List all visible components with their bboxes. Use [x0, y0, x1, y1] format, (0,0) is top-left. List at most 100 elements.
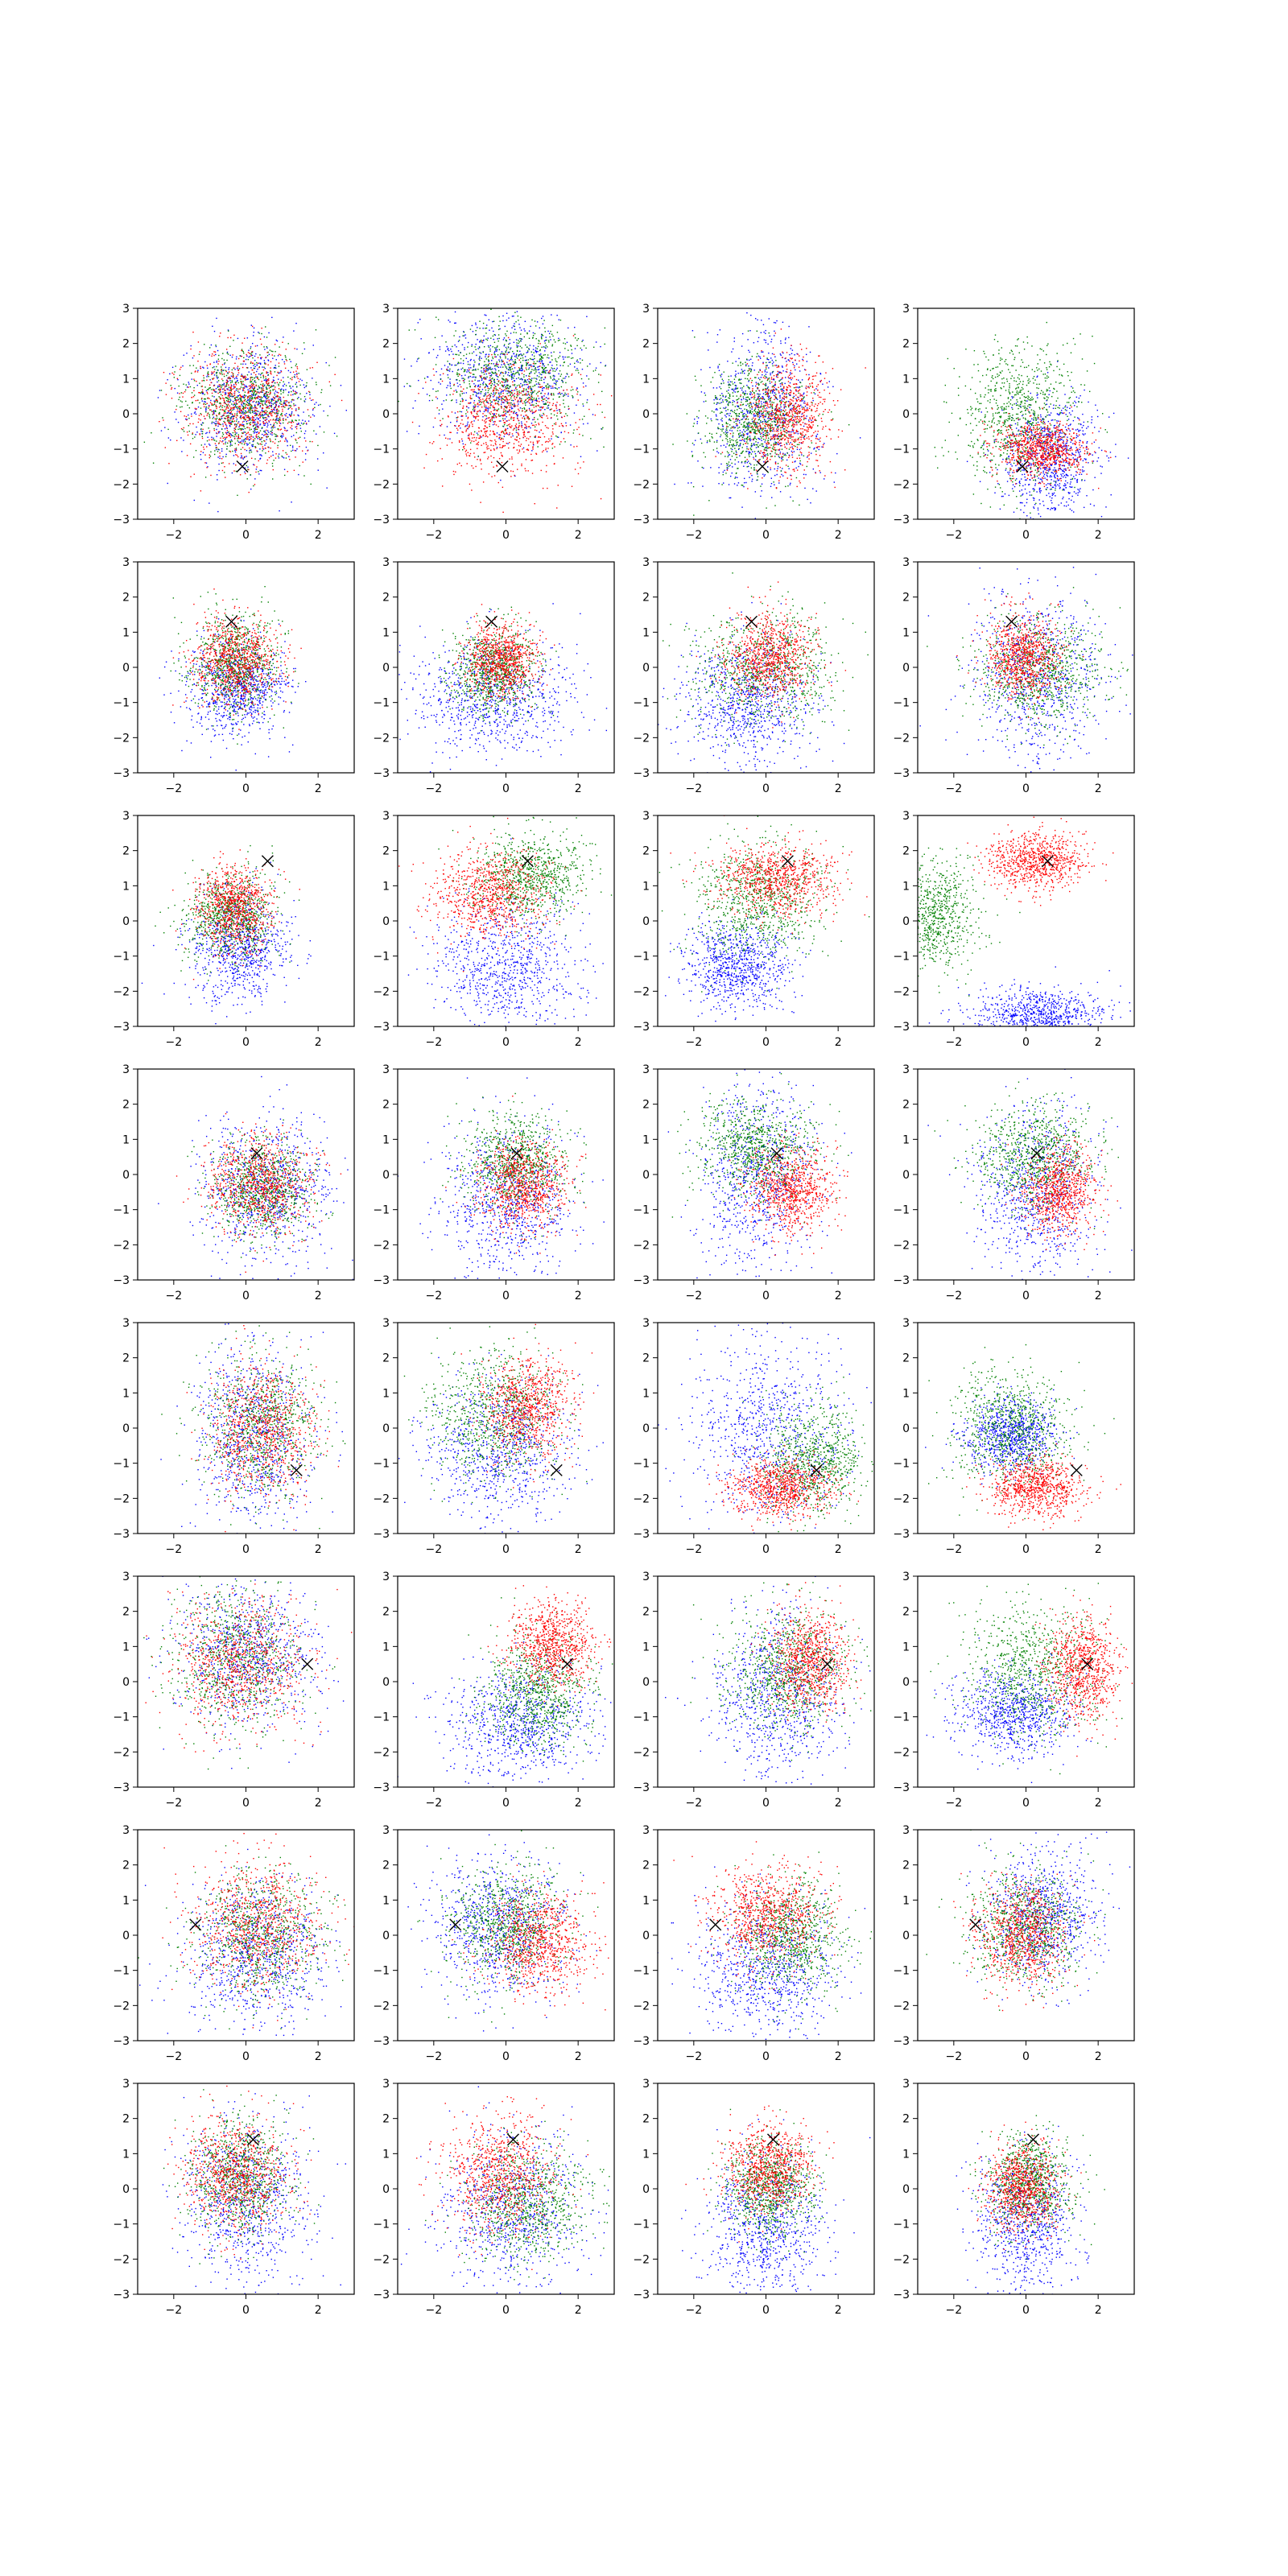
- scatter-point: [530, 387, 531, 388]
- scatter-point: [526, 421, 527, 422]
- scatter-point: [232, 396, 233, 397]
- scatter-point: [514, 439, 515, 440]
- scatter-point: [212, 373, 213, 374]
- scatter-point: [224, 398, 225, 399]
- scatter-point: [473, 377, 474, 378]
- scatter-point: [234, 400, 235, 401]
- scatter-point: [262, 375, 263, 376]
- scatter-point: [280, 390, 281, 391]
- scatter-point: [483, 369, 484, 370]
- scatter-point: [248, 410, 249, 411]
- scatter-point: [519, 338, 520, 339]
- scatter-point: [278, 400, 279, 401]
- scatter-point: [804, 401, 805, 402]
- scatter-point: [530, 390, 531, 391]
- scatter-point: [235, 404, 236, 405]
- scatter-point: [486, 365, 487, 366]
- scatter-point: [471, 411, 472, 412]
- scatter-point: [267, 424, 268, 425]
- scatter-point: [273, 397, 274, 398]
- scatter-point: [224, 364, 225, 365]
- scatter-point: [766, 444, 767, 445]
- scatter-point: [296, 432, 297, 433]
- scatter-point: [287, 377, 288, 378]
- scatter-point: [550, 339, 551, 340]
- scatter-point: [222, 364, 223, 365]
- scatter-point: [292, 394, 293, 395]
- scatter-point: [525, 356, 526, 357]
- scatter-point: [242, 381, 243, 382]
- scatter-point: [278, 384, 279, 385]
- scatter-point: [504, 422, 505, 423]
- y-tick-label: 2: [122, 338, 130, 351]
- scatter-point: [266, 414, 267, 415]
- scatter-point: [487, 448, 488, 449]
- scatter-point: [162, 417, 163, 418]
- scatter-point: [271, 434, 272, 435]
- y-tick-label: 3: [122, 303, 130, 316]
- scatter-point: [250, 406, 251, 407]
- scatter-point: [557, 389, 558, 390]
- scatter-point: [265, 403, 266, 404]
- scatter-point: [496, 397, 497, 398]
- scatter-point: [429, 395, 430, 396]
- scatter-point: [163, 372, 164, 373]
- scatter-point: [563, 343, 564, 344]
- scatter-point: [487, 407, 488, 408]
- scatter-point: [285, 400, 286, 401]
- scatter-point: [233, 455, 234, 456]
- scatter-point: [487, 445, 488, 446]
- scatter-point: [488, 356, 489, 357]
- scatter-point: [273, 381, 274, 382]
- scatter-point: [509, 442, 510, 443]
- scatter-point: [577, 391, 578, 392]
- scatter-point: [432, 400, 433, 401]
- scatter-point: [532, 354, 533, 355]
- scatter-point: [552, 344, 553, 345]
- scatter-point: [516, 430, 517, 431]
- scatter-point: [228, 353, 229, 354]
- scatter-point: [497, 376, 498, 377]
- scatter-point: [275, 396, 276, 397]
- scatter-point: [232, 394, 233, 395]
- scatter-point: [213, 366, 214, 367]
- scatter-point: [487, 386, 488, 387]
- scatter-point: [266, 383, 267, 384]
- scatter-point: [524, 336, 525, 337]
- scatter-point: [191, 415, 192, 416]
- scatter-point: [498, 408, 499, 409]
- scatter-point: [498, 334, 499, 335]
- scatter-point: [509, 360, 510, 361]
- scatter-point: [509, 419, 510, 420]
- scatter-point: [262, 404, 263, 405]
- scatter-point: [536, 454, 537, 455]
- scatter-point: [272, 419, 273, 420]
- scatter-point: [485, 366, 486, 367]
- scatter-point: [524, 418, 525, 419]
- scatter-point: [242, 401, 243, 402]
- scatter-point: [206, 463, 207, 464]
- scatter-point: [226, 407, 227, 408]
- scatter-point: [267, 434, 268, 435]
- scatter-point: [498, 414, 499, 415]
- scatter-point: [517, 405, 518, 406]
- scatter-point: [490, 309, 491, 310]
- scatter-point: [299, 378, 300, 379]
- scatter-point: [249, 398, 250, 399]
- scatter-point: [234, 424, 235, 425]
- scatter-point: [220, 440, 221, 441]
- scatter-point: [539, 386, 540, 387]
- scatter-point: [483, 443, 484, 444]
- scatter-point: [454, 323, 455, 324]
- x-tick-label: −2: [426, 529, 443, 542]
- scatter-point: [531, 394, 532, 395]
- scatter-point: [473, 383, 474, 384]
- scatter-point: [291, 428, 292, 429]
- scatter-point: [541, 347, 542, 348]
- scatter-point: [277, 382, 278, 383]
- scatter-point: [501, 364, 502, 365]
- scatter-point: [195, 408, 196, 409]
- scatter-point: [551, 355, 552, 356]
- scatter-point: [279, 417, 280, 418]
